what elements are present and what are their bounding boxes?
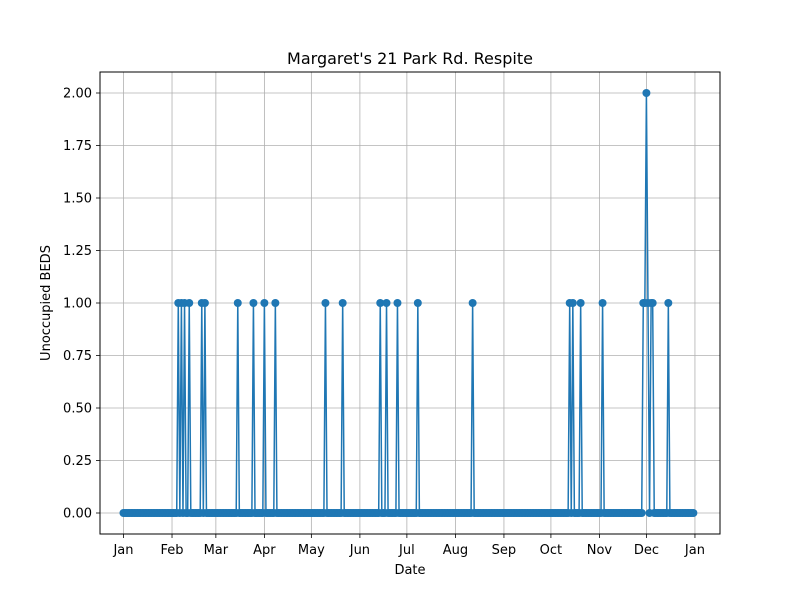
data-point [568, 299, 577, 307]
series-layer [119, 89, 698, 517]
x-tick-label: Aug [443, 543, 468, 558]
y-axis-label: Unoccupied BEDS [39, 245, 54, 361]
data-point [642, 89, 651, 97]
x-axis-label: Date [394, 563, 425, 578]
x-tick-label: Jan [112, 543, 133, 558]
x-tick-label: May [298, 543, 325, 558]
data-point [200, 299, 209, 307]
data-point [376, 299, 385, 307]
data-point [321, 299, 330, 307]
data-point [413, 299, 422, 307]
y-tick-label: 0.25 [63, 454, 92, 469]
data-point [598, 299, 607, 307]
y-tick-label: 0.00 [63, 507, 92, 522]
data-point [664, 299, 673, 307]
data-point [249, 299, 258, 307]
data-point [637, 509, 646, 517]
x-tick-label: Mar [204, 543, 229, 558]
data-point [338, 299, 347, 307]
x-tick-label: Jul [398, 543, 415, 558]
chart-title: Margaret's 21 Park Rd. Respite [287, 49, 533, 68]
data-point [260, 299, 269, 307]
y-tick-label: 0.50 [63, 402, 92, 417]
data-point [233, 299, 242, 307]
data-point [271, 299, 280, 307]
y-tick-label: 0.75 [63, 349, 92, 364]
data-point [689, 509, 698, 517]
x-tick-label: Sep [492, 543, 517, 558]
y-axis-ticks: 0.00 0.25 0.50 0.75 1.00 1.25 1.50 1.75 2.00 [63, 87, 100, 522]
y-tick-label: 1.75 [63, 139, 92, 154]
y-tick-label: 1.00 [63, 297, 92, 312]
x-tick-label: Jan [684, 543, 705, 558]
data-point [393, 299, 402, 307]
data-point [468, 299, 477, 307]
x-tick-label: Oct [540, 543, 562, 558]
data-point [576, 299, 585, 307]
x-axis-ticks: Jan Feb Mar Apr May Jun Jul Aug Sep Oct Nov Dec Jan [112, 534, 705, 558]
data-point [382, 299, 391, 307]
x-tick-label: Nov [587, 543, 613, 558]
x-tick-label: Dec [634, 543, 659, 558]
y-tick-label: 1.25 [63, 244, 92, 259]
x-tick-label: Jun [349, 543, 370, 558]
data-point [185, 299, 194, 307]
y-tick-label: 1.50 [63, 192, 92, 207]
x-tick-label: Apr [253, 543, 276, 558]
data-point [648, 299, 657, 307]
y-tick-label: 2.00 [63, 87, 92, 102]
x-tick-label: Feb [161, 543, 184, 558]
